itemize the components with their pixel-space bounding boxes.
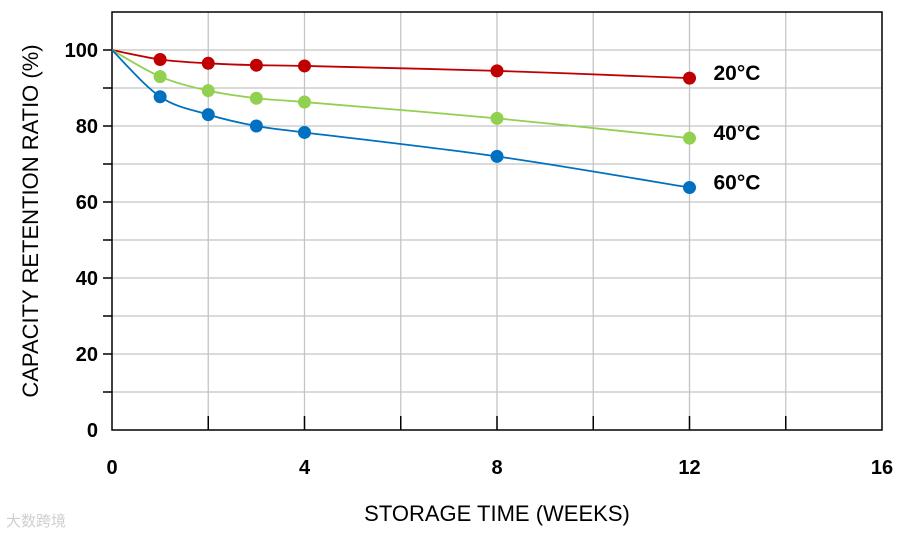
tick-labels: 0 4 8 12 16 0 20 40 60 80 100 bbox=[65, 40, 894, 479]
data-point bbox=[153, 90, 167, 104]
x-axis-title: STORAGE TIME (WEEKS) bbox=[364, 501, 630, 526]
data-point bbox=[683, 181, 696, 195]
x-tick-label: 8 bbox=[491, 457, 502, 479]
y-tick-label: 40 bbox=[76, 268, 98, 290]
axis-ticks bbox=[103, 49, 787, 430]
data-point bbox=[298, 125, 311, 139]
x-tick-label: 16 bbox=[871, 457, 893, 479]
data-point bbox=[490, 111, 504, 125]
data-point bbox=[249, 58, 263, 72]
data-point bbox=[249, 91, 263, 105]
y-tick-label: 20 bbox=[76, 344, 98, 366]
series-label: 40°C bbox=[714, 122, 761, 145]
y-tick-label: 80 bbox=[76, 116, 98, 138]
data-point bbox=[490, 149, 504, 163]
watermark: 大数跨境 bbox=[6, 512, 67, 530]
data-point bbox=[490, 64, 504, 78]
x-tick-label: 0 bbox=[106, 457, 117, 479]
y-tick-label: 100 bbox=[65, 40, 98, 62]
x-tick-label: 12 bbox=[678, 457, 700, 479]
data-point bbox=[153, 53, 167, 66]
data-point bbox=[683, 131, 696, 145]
data-point bbox=[153, 70, 167, 84]
data-point bbox=[683, 71, 696, 85]
data-point bbox=[298, 59, 311, 73]
series-label: 60°C bbox=[714, 172, 761, 195]
series-label: 20°C bbox=[714, 62, 761, 85]
series-line bbox=[111, 49, 690, 80]
y-tick-label: 0 bbox=[87, 420, 98, 442]
y-axis-title: CAPACITY RETENTION RATIO (%) bbox=[18, 44, 43, 397]
data-point bbox=[249, 119, 263, 133]
data-point bbox=[201, 56, 215, 70]
data-point bbox=[201, 108, 215, 122]
x-tick-label: 4 bbox=[299, 457, 311, 479]
y-tick-label: 60 bbox=[76, 192, 98, 214]
series-group: 20°C 40°C 60°C bbox=[111, 49, 761, 195]
data-point bbox=[298, 95, 311, 109]
series-line bbox=[111, 49, 690, 140]
data-point bbox=[201, 84, 215, 98]
